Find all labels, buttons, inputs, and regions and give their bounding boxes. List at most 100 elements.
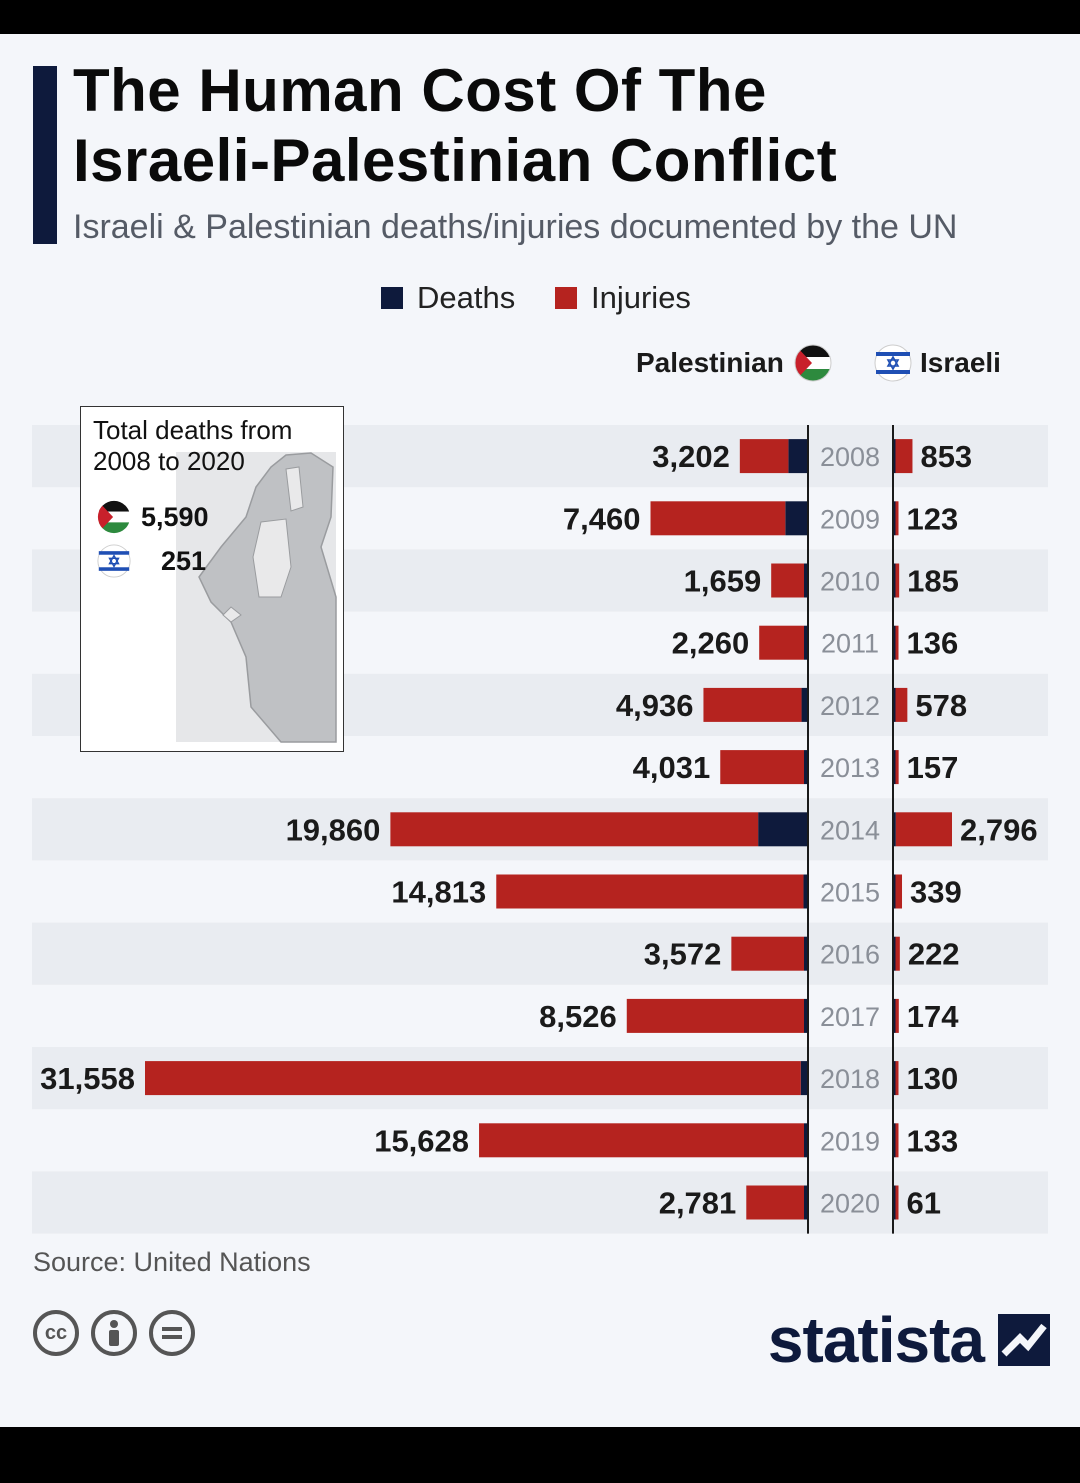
- bar-israeli-deaths: [894, 812, 896, 847]
- bar-palestinian-injuries: [759, 625, 804, 660]
- bar-palestinian-injuries: [731, 936, 804, 971]
- bar-israeli-deaths: [894, 874, 896, 909]
- legend-item-deaths: Deaths: [381, 278, 515, 318]
- label-palestinian-total: 8,526: [539, 999, 617, 1034]
- year-label: 2012: [820, 691, 880, 721]
- label-israeli-total: 61: [907, 1186, 941, 1221]
- legend-item-injuries: Injuries: [555, 278, 691, 318]
- bar-palestinian-deaths: [758, 812, 807, 847]
- bar-palestinian-deaths: [804, 625, 807, 660]
- bar-israeli-injuries: [895, 998, 899, 1033]
- bar-israeli-injuries: [895, 874, 903, 909]
- nd-icon: [149, 1310, 195, 1356]
- year-label: 2018: [820, 1064, 880, 1094]
- year-label: 2014: [820, 815, 880, 845]
- bar-palestinian-injuries: [650, 501, 786, 536]
- year-label: 2013: [820, 753, 880, 783]
- israel-map-image: [176, 452, 337, 743]
- bar-israeli-injuries: [895, 936, 900, 971]
- bar-israeli-deaths: [894, 501, 896, 536]
- bar-israeli-deaths: [894, 563, 896, 598]
- bar-palestinian-deaths: [804, 998, 807, 1033]
- bar-palestinian-injuries: [390, 812, 759, 847]
- bar-israeli-injuries: [895, 812, 952, 847]
- label-palestinian-total: 3,572: [644, 937, 722, 972]
- label-palestinian-total: 7,460: [563, 501, 641, 536]
- label-palestinian-total: 15,628: [374, 1123, 469, 1158]
- inset-israeli-total: 251: [161, 545, 207, 576]
- column-header-israeli: Israeli: [874, 338, 1001, 388]
- bar-israeli-injuries: [895, 687, 908, 722]
- bar-israeli-deaths: [894, 750, 896, 785]
- bar-palestinian-injuries: [739, 439, 789, 474]
- chart-subtitle: Israeli & Palestinian deaths/injuries do…: [73, 208, 958, 246]
- legend-swatch-deaths: [381, 287, 403, 309]
- label-israeli-total: 185: [907, 564, 959, 599]
- license-icons: cc: [33, 1310, 195, 1356]
- inset-title: Total deaths from 2008 to 2020: [93, 415, 293, 476]
- bar-palestinian-deaths: [785, 501, 807, 536]
- bar-palestinian-deaths: [803, 874, 807, 909]
- legend: Deaths Injuries: [0, 278, 1080, 318]
- label-israeli-total: 853: [920, 439, 972, 474]
- chart-title-line1: The Human Cost Of The: [73, 57, 767, 124]
- row-band: [32, 1171, 1048, 1234]
- chart-title-line2: Israeli-Palestinian Conflict: [73, 127, 838, 194]
- label-israeli-total: 2,796: [960, 812, 1038, 847]
- palestine-flag-icon: [794, 344, 832, 382]
- bar-palestinian-deaths: [801, 687, 807, 722]
- person-icon: [109, 1320, 119, 1346]
- bar-israeli-deaths: [894, 687, 896, 722]
- cc-icon: cc: [33, 1310, 79, 1356]
- label-palestinian-total: 14,813: [391, 875, 486, 910]
- label-palestinian-total: 4,936: [616, 688, 694, 723]
- year-label: 2016: [820, 940, 880, 970]
- bar-israeli-injuries: [895, 1185, 899, 1220]
- by-icon: [91, 1310, 137, 1356]
- year-label: 2017: [820, 1002, 880, 1032]
- bar-israeli-injuries: [895, 750, 899, 785]
- year-label: 2008: [820, 442, 880, 472]
- statista-mark-icon: [998, 1314, 1050, 1366]
- bar-palestinian-injuries: [145, 1061, 801, 1096]
- bar-palestinian-deaths: [804, 936, 807, 971]
- year-label: 2010: [820, 567, 880, 597]
- label-palestinian-total: 19,860: [286, 812, 381, 847]
- equals-icon: [162, 1327, 182, 1339]
- label-palestinian-total: 3,202: [652, 439, 730, 474]
- row-band: [32, 922, 1048, 985]
- label-israeli-total: 157: [907, 750, 959, 785]
- inset-row-israeli: 251: [97, 543, 206, 579]
- bar-israeli-injuries: [895, 625, 899, 660]
- bar-palestinian-injuries: [626, 998, 804, 1033]
- bar-israeli-deaths: [894, 1185, 896, 1220]
- label-israeli-total: 339: [910, 875, 962, 910]
- bar-palestinian-injuries: [771, 563, 804, 598]
- legend-label-injuries: Injuries: [591, 280, 691, 315]
- year-label: 2009: [820, 504, 880, 534]
- bar-israeli-deaths: [894, 1061, 896, 1096]
- bar-israeli-injuries: [895, 501, 899, 536]
- bar-israeli-deaths: [894, 1123, 896, 1158]
- bar-israeli-injuries: [895, 439, 913, 474]
- label-palestinian-total: 4,031: [633, 750, 711, 785]
- palestine-flag-icon: [97, 500, 131, 534]
- column-header-palestinian: Palestinian: [636, 338, 832, 388]
- label-palestinian-total: 1,659: [684, 564, 762, 599]
- bar-israeli-deaths: [894, 998, 896, 1033]
- brand-wordmark: statista: [767, 1304, 985, 1376]
- bar-palestinian-deaths: [788, 439, 807, 474]
- bar-israeli-injuries: [895, 1061, 899, 1096]
- inset-row-palestinian: 5,590: [97, 499, 209, 535]
- bar-palestinian-injuries: [746, 1185, 804, 1220]
- bar-palestinian-injuries: [496, 874, 804, 909]
- statista-logo[interactable]: statista: [767, 1304, 1050, 1376]
- bar-palestinian-deaths: [804, 1185, 807, 1220]
- year-label: 2020: [820, 1189, 880, 1219]
- bar-palestinian-injuries: [703, 687, 802, 722]
- year-label: 2019: [820, 1126, 880, 1156]
- label-israeli-total: 578: [915, 688, 967, 723]
- bar-palestinian-injuries: [479, 1123, 804, 1158]
- bar-palestinian-deaths: [804, 1123, 807, 1158]
- inset-box: Total deaths from 2008 to 2020 5,590 251: [80, 406, 344, 752]
